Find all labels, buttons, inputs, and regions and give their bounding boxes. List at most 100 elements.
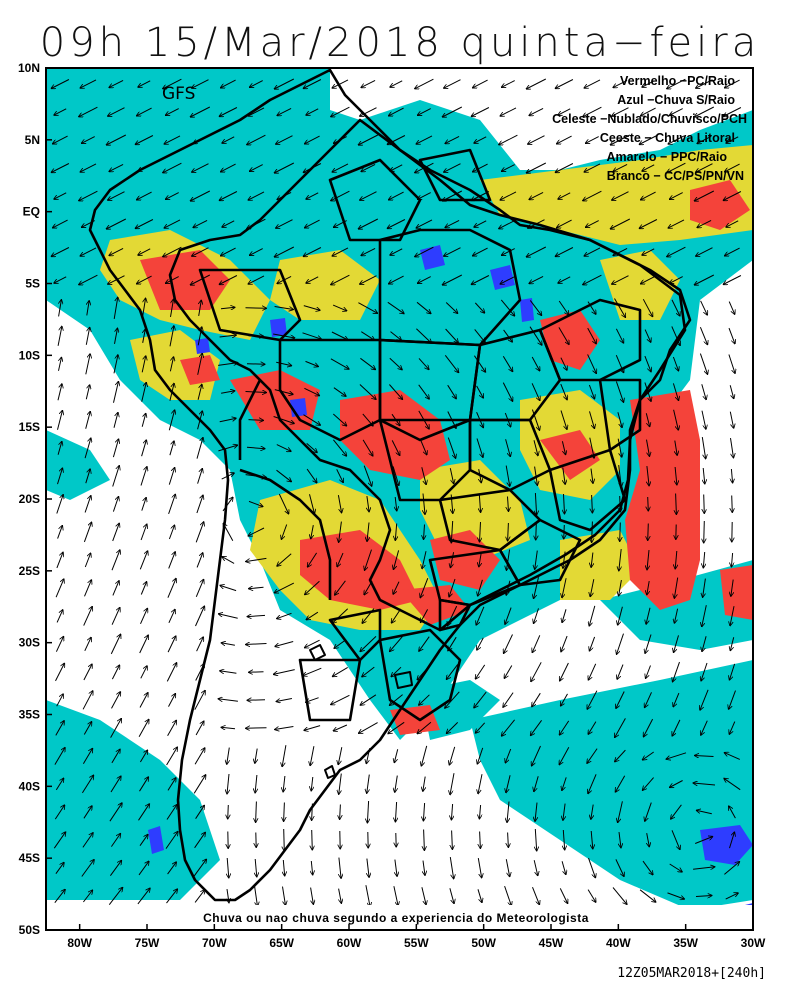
wind-arrow <box>362 439 373 456</box>
wind-arrow <box>358 134 379 145</box>
wind-arrow <box>415 78 434 89</box>
wind-arrow <box>57 384 62 401</box>
wind-arrow <box>110 634 120 655</box>
wind-arrow <box>642 860 653 875</box>
wind-arrow <box>424 524 425 540</box>
wind-arrow <box>284 828 285 851</box>
wind-arrow <box>274 306 294 310</box>
wind-arrow <box>647 833 650 847</box>
wind-arrow <box>193 775 206 794</box>
wind-arrow <box>168 609 175 624</box>
wind-arrow <box>423 493 425 515</box>
wind-arrow <box>54 805 64 820</box>
wind-arrow <box>640 191 656 200</box>
wind-arrow <box>563 803 565 821</box>
wind-arrow <box>169 441 174 456</box>
wind-arrow <box>195 721 204 736</box>
wind-arrow <box>227 857 229 878</box>
wind-arrow <box>51 247 70 257</box>
wind-arrow <box>701 437 705 459</box>
lon-tick-label: 40W <box>606 936 631 950</box>
wind-arrow <box>395 775 398 793</box>
wind-arrow <box>395 496 397 511</box>
wind-arrow <box>587 301 596 315</box>
wind-arrow <box>559 746 570 765</box>
wind-arrow <box>79 106 98 117</box>
wind-arrow <box>55 721 64 736</box>
wind-arrow <box>526 246 547 257</box>
wind-arrow <box>163 246 182 257</box>
wind-arrow <box>303 667 322 676</box>
wind-arrow <box>529 191 544 199</box>
wind-arrow <box>642 248 655 255</box>
wind-arrow <box>219 275 238 285</box>
wind-arrow <box>305 580 320 594</box>
footer-note: Chuva ou nao chuva segundo a experiencia… <box>203 911 589 925</box>
wind-arrow <box>505 859 509 877</box>
wind-arrow <box>619 549 621 571</box>
lat-tick-label: 30S <box>19 636 40 650</box>
wind-arrow <box>501 164 515 172</box>
wind-arrow <box>331 274 350 285</box>
wind-arrow <box>588 721 597 735</box>
wind-arrow <box>480 831 481 849</box>
wind-arrow <box>451 803 452 820</box>
wind-arrow <box>57 468 63 485</box>
wind-arrow <box>697 135 712 143</box>
wind-arrow <box>676 493 677 515</box>
wind-arrow <box>646 607 651 625</box>
wind-arrow <box>141 413 146 427</box>
wind-arrow <box>333 387 346 397</box>
wind-arrow <box>647 466 649 486</box>
wind-arrow <box>338 747 343 765</box>
wind-arrow <box>471 275 490 285</box>
wind-arrow <box>444 247 461 257</box>
lon-tick-label: 70W <box>202 936 227 950</box>
wind-arrow <box>80 247 97 256</box>
wind-arrow <box>472 79 488 88</box>
wind-arrow <box>647 581 649 595</box>
wind-arrow <box>419 694 430 705</box>
wind-arrow <box>110 833 120 847</box>
wind-arrow <box>421 745 428 766</box>
wind-arrow <box>196 553 203 568</box>
wind-arrow <box>256 801 257 823</box>
wind-arrow <box>672 383 678 400</box>
wind-arrow <box>227 747 230 765</box>
wind-arrow <box>340 804 341 820</box>
wind-arrow <box>700 689 709 710</box>
wind-arrow <box>500 299 514 316</box>
wind-arrow <box>389 384 402 400</box>
wind-arrow <box>277 612 292 618</box>
wind-arrow <box>418 384 430 399</box>
wind-arrow <box>563 829 564 850</box>
wind-arrow <box>303 414 321 426</box>
wind-arrow <box>583 190 602 201</box>
wind-arrow <box>421 887 426 905</box>
wind-arrow <box>190 190 211 201</box>
wind-arrow <box>445 691 460 708</box>
wind-arrow <box>449 746 456 765</box>
lon-tick-label: 55W <box>404 936 429 950</box>
wind-arrow <box>84 438 91 459</box>
wind-arrow <box>168 494 176 515</box>
wind-arrow <box>140 608 148 625</box>
wind-arrow <box>617 412 622 427</box>
wind-arrow <box>419 636 430 652</box>
wind-arrow <box>246 644 267 645</box>
wind-arrow <box>640 275 656 284</box>
wind-arrow <box>476 438 483 458</box>
wind-arrow <box>192 163 209 173</box>
wind-arrow <box>729 411 733 429</box>
wind-arrow <box>535 828 536 851</box>
wind-arrow <box>361 79 376 87</box>
wind-arrow <box>106 218 127 229</box>
wind-arrow <box>561 635 568 652</box>
wind-arrow <box>452 830 453 850</box>
wind-arrow <box>508 496 509 512</box>
wind-arrow <box>219 335 237 337</box>
wind-arrow <box>503 329 513 342</box>
wind-arrow <box>388 107 404 116</box>
wind-arrow <box>442 106 463 117</box>
wind-arrow <box>475 664 486 679</box>
